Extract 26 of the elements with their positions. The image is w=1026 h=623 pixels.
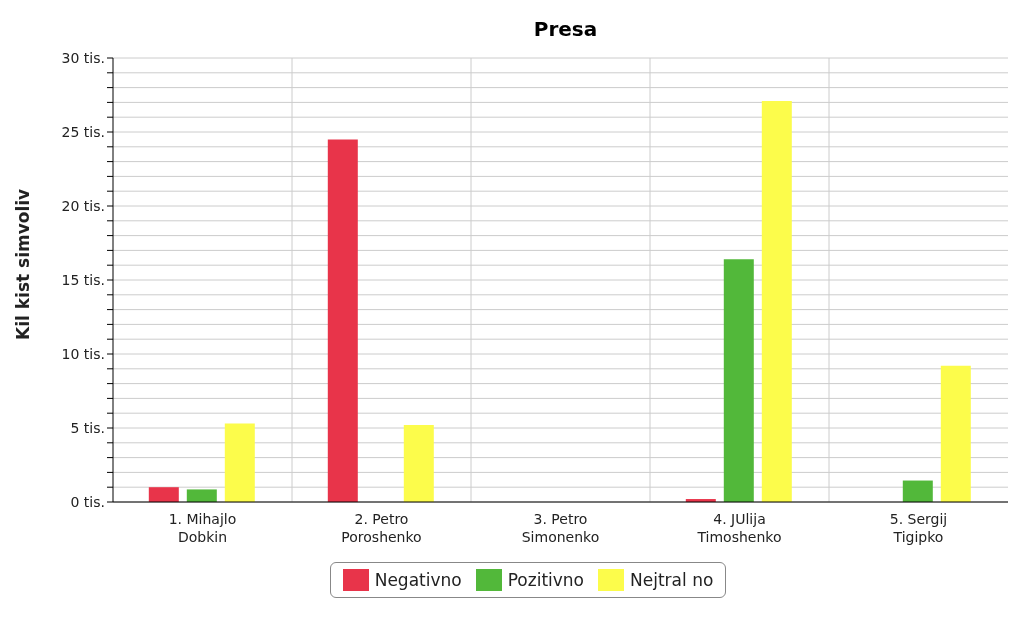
bar [723,259,754,502]
y-tick-label: 10 tis. [61,345,105,362]
x-tick-label: 1. Mihajlo Dobkin [168,511,237,545]
y-tick-label: 25 tis. [61,123,105,140]
bar [940,365,971,502]
chart-title: Presa [533,17,598,41]
y-tick-label: 20 tis. [61,197,105,214]
x-tick-label: 2. Petro Poroshenko [341,511,422,545]
x-tick-label: 4. JUlija Timoshenko [696,511,782,545]
x-tick-label: 5. Sergij Tigipko [889,511,948,545]
bar [148,487,179,502]
bar [403,425,434,502]
y-axis-title: Kil kist simvoliv [13,188,34,340]
bar [224,423,255,502]
bar [902,480,933,502]
bar [327,139,358,502]
x-tick-label: 3. Petro Simonenko [521,511,600,545]
bar [761,100,792,502]
y-tick-label: 0 tis. [70,493,105,510]
y-tick-label: 30 tis. [61,49,105,66]
bar [186,489,217,502]
y-tick-label: 15 tis. [61,271,105,288]
legend-label: Negativno [374,570,462,590]
y-tick-label: 5 tis. [70,419,105,436]
legend-label: Nejtral no [630,570,714,590]
legend-label: Pozitivno [507,570,585,590]
